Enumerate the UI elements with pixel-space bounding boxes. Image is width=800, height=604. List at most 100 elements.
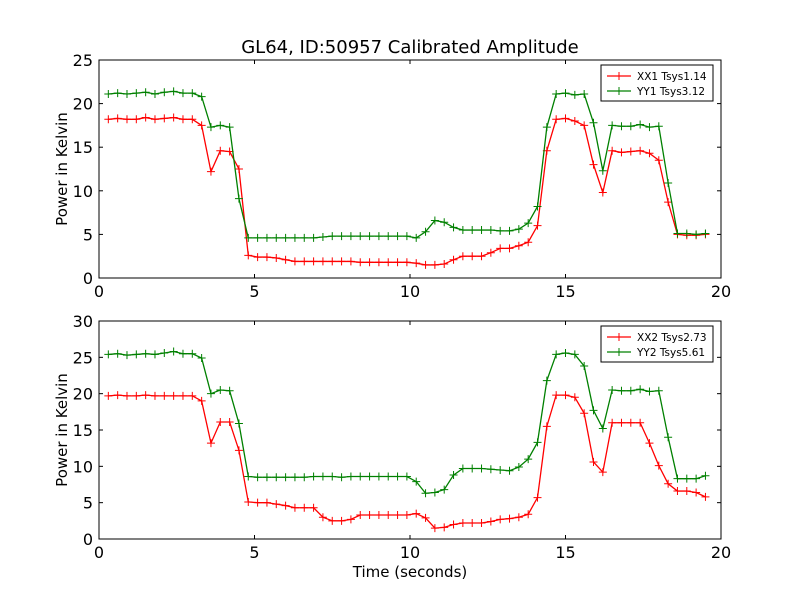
data-point	[206, 439, 215, 448]
data-point	[384, 472, 393, 481]
data-point	[561, 391, 570, 400]
x-tick-label: 10	[400, 543, 420, 562]
data-point	[458, 226, 467, 235]
data-point	[673, 474, 682, 483]
data-point	[570, 90, 579, 99]
data-point	[636, 418, 645, 427]
data-point	[608, 418, 617, 427]
data-point	[430, 524, 439, 533]
data-point	[104, 350, 113, 359]
data-point	[169, 347, 178, 356]
data-point	[486, 248, 495, 257]
data-point	[216, 418, 225, 427]
x-tick-label: 5	[249, 543, 259, 562]
data-point	[318, 233, 327, 242]
data-point	[477, 252, 486, 261]
data-point	[496, 244, 505, 253]
data-point	[365, 511, 374, 520]
data-point	[160, 391, 169, 400]
data-point	[272, 473, 281, 482]
data-point	[206, 123, 215, 132]
data-point	[188, 115, 197, 124]
data-point	[514, 513, 523, 522]
data-point	[580, 362, 589, 371]
data-point	[374, 258, 383, 267]
data-point	[589, 457, 598, 466]
data-point	[514, 241, 523, 250]
data-point	[234, 419, 243, 428]
data-point	[225, 386, 234, 395]
data-point	[281, 233, 290, 242]
data-point	[468, 226, 477, 235]
data-point	[701, 471, 710, 480]
data-point	[449, 255, 458, 264]
data-point	[356, 472, 365, 481]
data-point	[141, 113, 150, 122]
data-point	[524, 455, 533, 464]
data-point	[468, 519, 477, 528]
data-point	[542, 376, 551, 385]
data-point	[141, 391, 150, 400]
data-point	[608, 121, 617, 130]
data-point	[468, 252, 477, 261]
data-point	[290, 503, 299, 512]
data-point	[374, 472, 383, 481]
legend: XX1 Tsys1.14 YY1 Tsys3.12	[600, 64, 714, 102]
data-point	[356, 511, 365, 520]
data-point	[318, 513, 327, 522]
data-point	[402, 472, 411, 481]
data-point	[216, 146, 225, 155]
data-point	[626, 386, 635, 395]
data-point	[122, 115, 131, 124]
data-point	[430, 488, 439, 497]
data-point	[477, 464, 486, 473]
data-point	[430, 260, 439, 269]
data-point	[337, 232, 346, 241]
data-point	[150, 90, 159, 99]
data-point	[701, 492, 710, 501]
data-point	[421, 489, 430, 498]
data-point	[645, 439, 654, 448]
data-point	[300, 233, 309, 242]
x-tick-label: 5	[249, 282, 259, 301]
data-point	[580, 121, 589, 130]
data-point	[514, 225, 523, 234]
data-point	[421, 513, 430, 522]
data-point	[178, 391, 187, 400]
data-point	[552, 391, 561, 400]
data-point	[636, 385, 645, 394]
y-tick-label: 10	[73, 457, 93, 476]
legend-box	[600, 64, 714, 102]
data-point	[449, 471, 458, 480]
data-point	[393, 511, 402, 520]
data-point	[589, 118, 598, 127]
data-point	[346, 515, 355, 524]
data-point	[617, 122, 626, 131]
data-point	[169, 391, 178, 400]
data-point	[570, 350, 579, 359]
data-point	[290, 257, 299, 266]
data-point	[300, 257, 309, 266]
y-axis-label: Power in Kelvin	[53, 373, 71, 487]
data-point	[206, 167, 215, 176]
data-point	[570, 393, 579, 402]
data-point	[150, 391, 159, 400]
data-point	[626, 147, 635, 156]
data-point	[160, 114, 169, 123]
data-point	[132, 115, 141, 124]
data-point	[626, 122, 635, 131]
x-tick-label: 15	[555, 282, 575, 301]
data-point	[169, 113, 178, 122]
data-point	[505, 514, 514, 523]
data-point	[132, 391, 141, 400]
data-point	[328, 516, 337, 525]
data-point	[197, 354, 206, 363]
data-point	[318, 472, 327, 481]
legend-marker	[615, 348, 623, 356]
data-point	[141, 349, 150, 358]
data-point	[374, 511, 383, 520]
data-point	[598, 424, 607, 433]
data-point	[402, 232, 411, 241]
data-point	[113, 114, 122, 123]
